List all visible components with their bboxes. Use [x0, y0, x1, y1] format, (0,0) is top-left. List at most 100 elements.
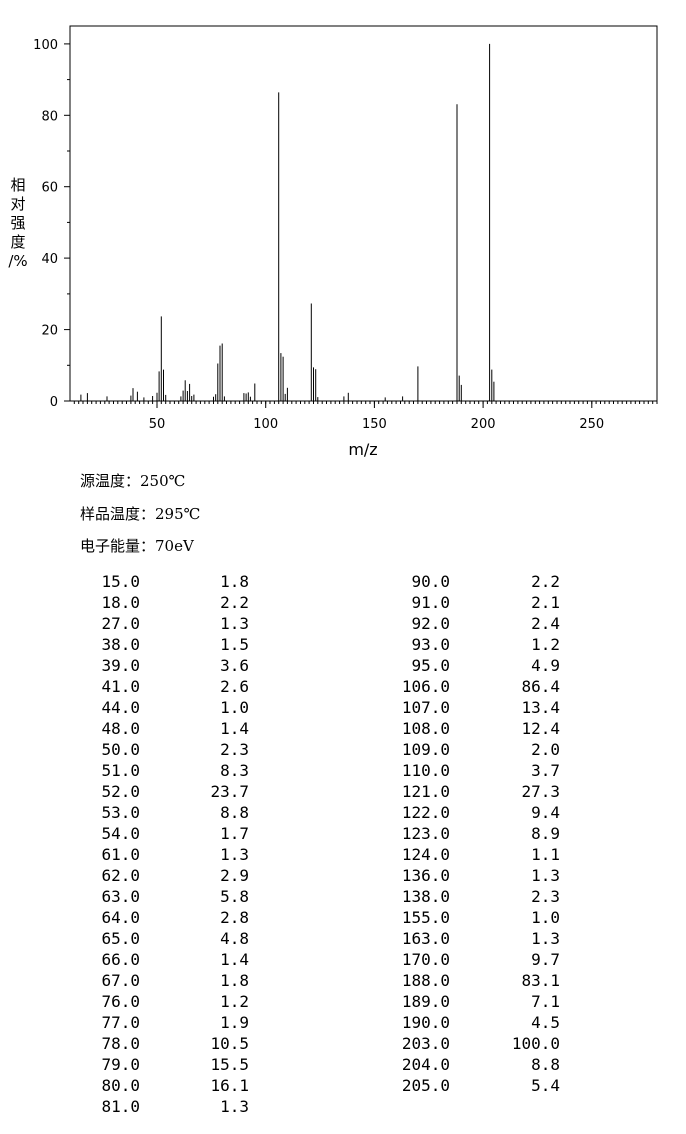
- left-mz: 64.0: [101, 908, 140, 927]
- table-row: 18.0 2.2 91.0 2.1: [0, 592, 686, 613]
- right-intensity: 83.1: [521, 971, 560, 990]
- table-row: 67.0 1.8 188.0 83.1: [0, 970, 686, 991]
- right-intensity: 8.8: [531, 1055, 560, 1074]
- left-mz: 18.0: [101, 593, 140, 612]
- y-label-char: 度: [10, 233, 25, 251]
- left-intensity: 1.8: [220, 971, 249, 990]
- left-intensity: 8.8: [220, 803, 249, 822]
- left-mz: 15.0: [101, 572, 140, 591]
- left-intensity: 2.6: [220, 677, 249, 696]
- left-intensity: 1.8: [220, 572, 249, 591]
- table-row: 80.0 16.1 205.0 5.4: [0, 1075, 686, 1096]
- table-row: 41.0 2.6 106.0 86.4: [0, 676, 686, 697]
- table-row: 15.0 1.8 90.0 2.2: [0, 571, 686, 592]
- right-intensity: 1.2: [531, 635, 560, 654]
- right-mz: 188.0: [401, 971, 450, 990]
- right-mz: 122.0: [401, 803, 450, 822]
- table-row: 77.0 1.9 190.0 4.5: [0, 1012, 686, 1033]
- left-intensity: 10.5: [210, 1034, 249, 1053]
- x-minor-ticks: [73, 401, 658, 404]
- right-intensity: 3.7: [531, 761, 560, 780]
- left-mz: 77.0: [101, 1013, 140, 1032]
- right-intensity: 8.9: [531, 824, 560, 843]
- right-mz: 189.0: [401, 992, 450, 1011]
- right-intensity: 5.4: [531, 1076, 560, 1095]
- table-row: 27.0 1.3 92.0 2.4: [0, 613, 686, 634]
- left-intensity: 8.3: [220, 761, 249, 780]
- right-mz: 170.0: [401, 950, 450, 969]
- right-intensity: 9.4: [531, 803, 560, 822]
- left-intensity: 1.2: [220, 992, 249, 1011]
- x-axis-label: m/z: [348, 440, 377, 459]
- y-tick-label: 100: [33, 38, 58, 53]
- left-mz: 78.0: [101, 1034, 140, 1053]
- left-mz: 41.0: [101, 677, 140, 696]
- right-mz: 121.0: [401, 782, 450, 801]
- right-mz: 107.0: [401, 698, 450, 717]
- right-intensity: 9.7: [531, 950, 560, 969]
- right-intensity: 1.3: [531, 929, 560, 948]
- x-tick-label: 100: [253, 417, 278, 432]
- left-intensity: 1.0: [220, 698, 249, 717]
- right-mz: 190.0: [401, 1013, 450, 1032]
- table-row: 78.0 10.5 203.0 100.0: [0, 1033, 686, 1054]
- right-mz: 106.0: [401, 677, 450, 696]
- table-row: 66.0 1.4 170.0 9.7: [0, 949, 686, 970]
- table-row: 61.0 1.3 124.0 1.1: [0, 844, 686, 865]
- right-intensity: 2.0: [531, 740, 560, 759]
- left-mz: 50.0: [101, 740, 140, 759]
- right-intensity: 12.4: [521, 719, 560, 738]
- right-intensity: 1.0: [531, 908, 560, 927]
- left-mz: 65.0: [101, 929, 140, 948]
- left-mz: 79.0: [101, 1055, 140, 1074]
- left-mz: 81.0: [101, 1097, 140, 1116]
- left-intensity: 16.1: [210, 1076, 249, 1095]
- right-intensity: 2.3: [531, 887, 560, 906]
- x-tick-label: 50: [149, 417, 166, 432]
- source-temperature: 源温度：250℃: [80, 472, 186, 490]
- right-mz: 136.0: [401, 866, 450, 885]
- right-mz: 110.0: [401, 761, 450, 780]
- y-tick-label: 40: [41, 252, 58, 267]
- right-mz: 163.0: [401, 929, 450, 948]
- left-mz: 48.0: [101, 719, 140, 738]
- right-mz: 92.0: [411, 614, 450, 633]
- left-intensity: 2.8: [220, 908, 249, 927]
- right-mz: 204.0: [401, 1055, 450, 1074]
- y-tick-label: 60: [41, 181, 58, 196]
- right-mz: 124.0: [401, 845, 450, 864]
- left-mz: 44.0: [101, 698, 140, 717]
- right-mz: 123.0: [401, 824, 450, 843]
- table-row: 62.0 2.9 136.0 1.3: [0, 865, 686, 886]
- table-row: 76.0 1.2 189.0 7.1: [0, 991, 686, 1012]
- left-intensity: 4.8: [220, 929, 249, 948]
- right-intensity: 2.4: [531, 614, 560, 633]
- plot-frame: [69, 25, 658, 402]
- right-intensity: 7.1: [531, 992, 560, 1011]
- x-tick-label: 250: [579, 417, 604, 432]
- electron-energy: 电子能量：70eV: [80, 537, 194, 555]
- right-mz: 205.0: [401, 1076, 450, 1095]
- table-row: 52.0 23.7 121.0 27.3: [0, 781, 686, 802]
- left-intensity: 1.5: [220, 635, 249, 654]
- right-mz: 95.0: [411, 656, 450, 675]
- right-mz: 138.0: [401, 887, 450, 906]
- left-intensity: 5.8: [220, 887, 249, 906]
- sample-temperature: 样品温度：295℃: [80, 505, 201, 523]
- right-intensity: 2.1: [531, 593, 560, 612]
- right-intensity: 27.3: [521, 782, 560, 801]
- right-intensity: 100.0: [511, 1034, 560, 1053]
- left-mz: 67.0: [101, 971, 140, 990]
- left-mz: 38.0: [101, 635, 140, 654]
- x-tick-label: 200: [471, 417, 496, 432]
- left-mz: 27.0: [101, 614, 140, 633]
- right-intensity: 4.5: [531, 1013, 560, 1032]
- table-row: 54.0 1.7 123.0 8.9: [0, 823, 686, 844]
- y-label-char: 强: [10, 214, 25, 232]
- right-mz: 91.0: [411, 593, 450, 612]
- left-intensity: 3.6: [220, 656, 249, 675]
- right-intensity: 1.1: [531, 845, 560, 864]
- left-intensity: 15.5: [210, 1055, 249, 1074]
